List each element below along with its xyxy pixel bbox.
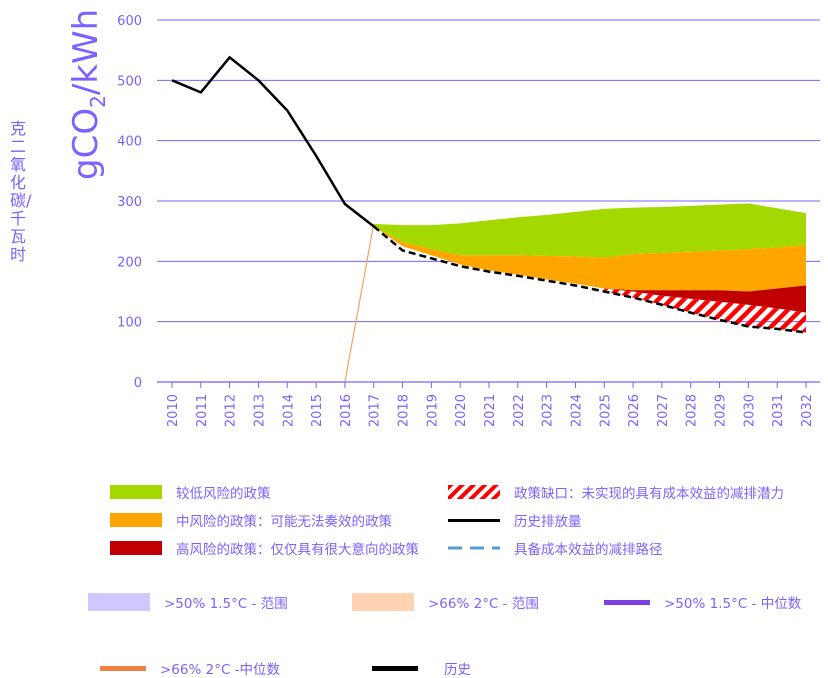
legend-label: >66% 2°C - 范围 <box>428 596 539 612</box>
history-swatch <box>372 665 418 671</box>
x-tick-label: 2013 <box>252 394 267 427</box>
axes: 0 100 200 300 400 500 600 2010 2011 2012 2013 2014 2… <box>117 14 820 427</box>
y-tick-label: 300 <box>117 195 142 210</box>
x-tick-label: 2031 <box>771 394 786 427</box>
series-layer <box>171 55 807 383</box>
x-tick-label: 2028 <box>685 394 700 427</box>
legend-label: >66% 2°C -中位数 <box>160 662 281 678</box>
x-tick-label: 2011 <box>195 394 210 427</box>
legend-item-policy-gap: 政策缺口：未实现的具有成本效益的减排潜力 <box>448 482 784 502</box>
cost-effective-path-line <box>372 225 807 334</box>
x-tick-label: 2015 <box>310 394 325 427</box>
legend-item-median-2: >66% 2°C -中位数 <box>100 658 280 678</box>
x-tick-label: 2017 <box>368 394 383 427</box>
high-risk-swatch <box>110 541 162 555</box>
mid-risk-swatch <box>110 513 162 527</box>
median-2c-line <box>172 223 375 383</box>
legend-item-range-2: >66% 2°C - 范围 <box>352 592 539 612</box>
legend-item-mid-risk: 中风险的政策：可能无法奏效的政策 <box>110 510 392 530</box>
low-risk-area <box>373 203 806 258</box>
legend-item-cost-effective-path: 具备成本效益的减排路径 <box>448 538 663 558</box>
legend-item-history: 历史 <box>372 658 471 678</box>
history-emissions-line <box>171 55 375 228</box>
y-tick-label: 0 <box>134 376 142 391</box>
x-tick-label: 2010 <box>166 394 181 427</box>
grid-lines <box>157 19 820 383</box>
x-tick-label: 2019 <box>425 394 440 427</box>
legend-label: 较低风险的政策 <box>176 486 271 502</box>
y-tick-label: 100 <box>117 316 142 331</box>
legend-item-history-emissions: 历史排放量 <box>448 510 582 530</box>
median-15-swatch <box>604 599 650 605</box>
high-risk-area <box>604 285 806 313</box>
x-tick-label: 2025 <box>598 394 613 427</box>
legend-item-high-risk: 高风险的政策：仅仅具有很大意向的政策 <box>110 538 419 558</box>
x-tick-label: 2027 <box>656 394 671 427</box>
x-tick-label: 2032 <box>800 394 815 427</box>
x-tick-label: 2018 <box>397 394 412 427</box>
legend-label: 政策缺口：未实现的具有成本效益的减排潜力 <box>514 486 784 502</box>
mid-risk-area <box>373 226 806 292</box>
legend-item-low-risk: 较低风险的政策 <box>110 482 271 502</box>
x-tick-label: 2030 <box>742 394 757 427</box>
x-tick-label: 2026 <box>627 394 642 427</box>
range-15-swatch <box>88 593 150 611</box>
policy-gap-area <box>604 288 806 333</box>
y-tick-label: 400 <box>117 135 142 150</box>
policy-gap-swatch <box>448 485 500 499</box>
x-tick-label: 2023 <box>541 394 556 427</box>
legend-label: 中风险的政策：可能无法奏效的政策 <box>176 514 392 530</box>
y-axis-title-chinese: 克二氧化碳/千瓦时 <box>10 119 32 264</box>
history-line-swatch <box>448 518 500 522</box>
y-axis-title-unit: gCO2/kWh <box>66 8 110 180</box>
range-2-swatch <box>352 593 414 611</box>
legend-label: 历史排放量 <box>514 514 582 530</box>
y-tick-label: 600 <box>117 14 142 29</box>
legend-label: >50% 1.5°C - 范围 <box>164 596 288 612</box>
x-tick-label: 2012 <box>224 394 239 427</box>
cost-path-swatch <box>448 546 500 550</box>
x-tick-label: 2024 <box>569 394 584 427</box>
legend-item-median-15: >50% 1.5°C - 中位数 <box>604 592 801 612</box>
legend-label: 高风险的政策：仅仅具有很大意向的政策 <box>176 542 419 558</box>
legend-item-range-15: >50% 1.5°C - 范围 <box>88 592 288 612</box>
x-tick-label: 2020 <box>454 394 469 427</box>
legend-label: 具备成本效益的减排路径 <box>514 542 663 558</box>
median-2-swatch <box>100 665 146 671</box>
x-tick-label: 2014 <box>281 394 296 427</box>
low-risk-swatch <box>110 485 162 499</box>
y-tick-label: 500 <box>117 74 142 89</box>
x-tick-label: 2016 <box>339 394 354 427</box>
x-tick-label: 2029 <box>714 394 729 427</box>
y-tick-label: 200 <box>117 255 142 270</box>
legend-label: >50% 1.5°C - 中位数 <box>664 596 802 612</box>
x-tick-label: 2021 <box>483 394 498 427</box>
x-tick-label: 2022 <box>512 394 527 427</box>
legend-label: 历史 <box>444 662 471 678</box>
